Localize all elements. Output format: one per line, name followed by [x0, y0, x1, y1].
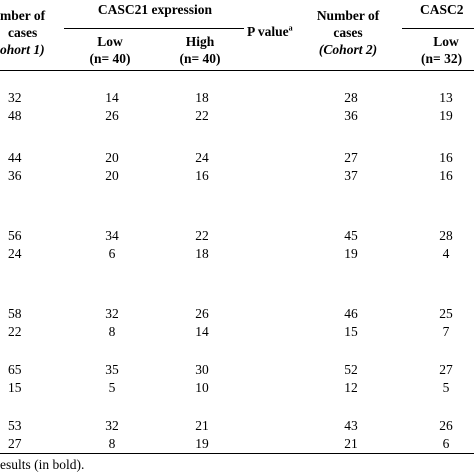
header-cohort1-cases-line3: ohort 1) — [0, 42, 45, 57]
high-cell: 16 — [195, 168, 209, 183]
header-spanner-rule-2 — [402, 28, 474, 29]
table-bottom-rule — [0, 453, 474, 454]
cases2-cell: 36 — [344, 108, 358, 123]
cases1-cell: 36 — [8, 168, 22, 183]
cases2-cell: 28 — [344, 90, 358, 105]
cases2-cell: 37 — [344, 168, 358, 183]
high-cell: 18 — [195, 246, 209, 261]
table-footnote: esults (in bold). — [0, 457, 85, 472]
header-cohort2-cases-line2: cases — [333, 25, 363, 40]
header-cohort1-cases-line2: cases — [8, 25, 38, 40]
cases2-cell: 45 — [344, 228, 358, 243]
low2-cell: 27 — [439, 362, 453, 377]
low-cell: 8 — [108, 436, 116, 451]
header-bottom-rule — [0, 70, 474, 71]
low-cell: 20 — [105, 150, 119, 165]
cases2-cell: 46 — [344, 306, 358, 321]
high-cell: 10 — [195, 380, 209, 395]
header-p-value-sup: a — [288, 23, 293, 33]
cases1-cell: 65 — [8, 362, 22, 377]
cases2-cell: 27 — [344, 150, 358, 165]
low-cell: 34 — [105, 228, 119, 243]
header-low-n: (n= 40) — [89, 51, 131, 66]
high-cell: 26 — [195, 306, 209, 321]
header-cohort2-cases-line3: (Cohort 2) — [318, 42, 378, 57]
cases1-cell: 15 — [8, 380, 22, 395]
low2-cell: 13 — [439, 90, 453, 105]
header-p-value: P valuea — [247, 24, 293, 39]
low2-cell: 7 — [442, 324, 450, 339]
cases1-cell: 27 — [8, 436, 22, 451]
cases2-cell: 52 — [344, 362, 358, 377]
low-cell: 35 — [105, 362, 119, 377]
cases1-cell: 22 — [8, 324, 22, 339]
low-cell: 14 — [105, 90, 119, 105]
high-cell: 30 — [195, 362, 209, 377]
header-casc2-partial: CASC2 — [420, 2, 464, 17]
cases1-cell: 24 — [8, 246, 22, 261]
header-low-label: Low — [97, 34, 123, 49]
low2-cell: 5 — [442, 380, 450, 395]
high-cell: 18 — [195, 90, 209, 105]
low2-cell: 4 — [442, 246, 450, 261]
high-cell: 22 — [195, 108, 209, 123]
header-high-n: (n= 40) — [179, 51, 221, 66]
high-cell: 22 — [195, 228, 209, 243]
low-cell: 26 — [105, 108, 119, 123]
low2-cell: 6 — [442, 436, 450, 451]
low2-cell: 26 — [439, 418, 453, 433]
high-cell: 24 — [195, 150, 209, 165]
cases1-cell: 58 — [8, 306, 22, 321]
high-cell: 19 — [195, 436, 209, 451]
high-cell: 14 — [195, 324, 209, 339]
cases1-cell: 48 — [8, 108, 22, 123]
low2-cell: 28 — [439, 228, 453, 243]
low-cell: 20 — [105, 168, 119, 183]
low-cell: 32 — [105, 306, 119, 321]
cases2-cell: 43 — [344, 418, 358, 433]
low-cell: 8 — [108, 324, 116, 339]
cases2-cell: 15 — [344, 324, 358, 339]
low-cell: 5 — [108, 380, 116, 395]
header-low2-n: (n= 32) — [421, 51, 463, 66]
low2-cell: 16 — [439, 168, 453, 183]
cases1-cell: 56 — [8, 228, 22, 243]
high-cell: 21 — [195, 418, 209, 433]
cases2-cell: 21 — [344, 436, 358, 451]
header-low2-label: Low — [433, 34, 459, 49]
low-cell: 32 — [105, 418, 119, 433]
low2-cell: 25 — [439, 306, 453, 321]
cases2-cell: 12 — [344, 380, 358, 395]
header-cohort1-cases-line1: mber of — [0, 8, 46, 23]
header-spanner-rule — [64, 28, 244, 29]
header-casc21-expression: CASC21 expression — [97, 2, 213, 17]
low-cell: 6 — [108, 246, 116, 261]
low2-cell: 16 — [439, 150, 453, 165]
cases1-cell: 44 — [8, 150, 22, 165]
header-cohort2-cases-line1: Number of — [316, 8, 380, 23]
cases2-cell: 19 — [344, 246, 358, 261]
cases1-cell: 53 — [8, 418, 22, 433]
header-p-value-text: P value — [247, 24, 289, 39]
header-high-label: High — [185, 34, 215, 49]
cases1-cell: 32 — [8, 90, 22, 105]
low2-cell: 19 — [439, 108, 453, 123]
